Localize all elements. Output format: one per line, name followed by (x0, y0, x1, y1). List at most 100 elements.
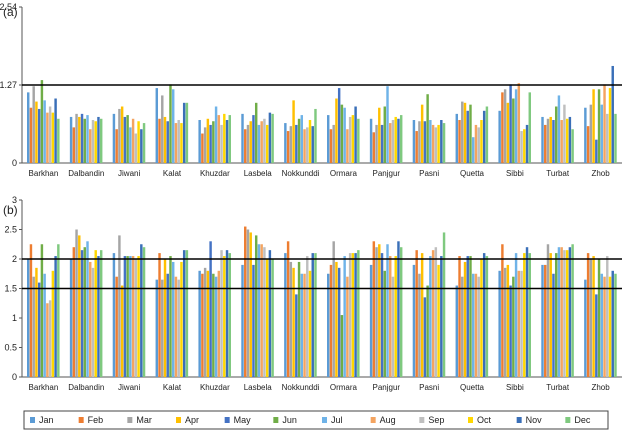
bar-lasbela-mar (246, 124, 250, 163)
bar-nokkunddi-apr (292, 267, 295, 377)
bar-sibbi-aug (517, 83, 521, 163)
bar-sibbi-jul (514, 253, 518, 377)
bar-zhob-jan (584, 107, 587, 163)
bar-panjgur-mar (375, 124, 378, 163)
category-label: Kalat (163, 383, 182, 392)
bar-lasbela-may (252, 115, 255, 163)
bar-khuzdar-jan (198, 120, 201, 163)
bar-barkhan-may (37, 108, 41, 163)
bar-lasbela-apr (249, 121, 252, 163)
bar-zhob-sep (606, 256, 609, 377)
bar-zhob-nov (611, 65, 614, 163)
bar-barkhan-jun (40, 244, 44, 377)
bar-turbat-jan (541, 116, 544, 163)
bar-quetta-oct (480, 120, 483, 163)
bar-turbat-sep (563, 104, 566, 163)
bar-lasbela-feb (244, 226, 247, 377)
bar-ormara-may (337, 267, 341, 377)
bar-ormara-jul (343, 107, 346, 163)
bar-pasni-oct (437, 264, 440, 377)
bar-sibbi-may (509, 285, 512, 377)
bar-pasni-dec (442, 232, 446, 377)
legend-label-nov: Nov (526, 415, 543, 425)
bar-pasni-jan (412, 120, 416, 163)
bar-nokkunddi-nov (311, 253, 314, 377)
bar-lasbela-sep (263, 247, 266, 377)
bar-jiwani-mar (118, 108, 121, 163)
bar-panjgur-jul (386, 244, 389, 377)
bar-nokkunddi-jun (297, 261, 301, 377)
bar-zhob-may (595, 139, 598, 163)
bar-barkhan-sep (48, 300, 52, 377)
bar-panjgur-aug (389, 123, 392, 163)
bar-turbat-jan (541, 264, 544, 377)
bar-dalbandin-may (80, 113, 84, 163)
bar-pasni-sep (434, 247, 438, 377)
bar-nokkunddi-oct (308, 120, 312, 163)
bar-pasni-oct (437, 124, 440, 163)
bar-lasbela-jun (254, 102, 258, 163)
bar-pasni-may (423, 121, 427, 163)
category-label: Kalat (163, 169, 182, 178)
bar-nokkunddi-jun (297, 118, 301, 163)
bar-pasni-nov (440, 256, 443, 377)
bar-zhob-jul (600, 273, 604, 377)
category-label: Nokkunddi (282, 383, 320, 392)
bar-quetta-dec (485, 256, 489, 377)
bar-pasni-nov (440, 120, 443, 163)
bar-quetta-jan (455, 113, 459, 163)
bar-sibbi-sep (520, 131, 523, 163)
bar-turbat-sep (563, 250, 566, 377)
category-label: Jiwani (118, 383, 140, 392)
bar-barkhan-nov (54, 256, 57, 377)
bar-lasbela-oct (265, 124, 269, 163)
legend-swatch-sep (419, 417, 425, 423)
y-tick-label: 2.54 (0, 2, 17, 12)
legend-box (23, 410, 609, 430)
bar-khuzdar-jun (212, 121, 215, 163)
bar-turbat-oct (565, 250, 569, 377)
bar-jiwani-may (123, 256, 127, 377)
bar-turbat-jun (554, 106, 558, 163)
bar-pasni-aug (431, 124, 435, 163)
bar-quetta-nov (482, 110, 486, 163)
bar-jiwani-sep (134, 133, 138, 163)
legend-swatch-may (224, 417, 230, 423)
bar-khuzdar-mar (203, 267, 207, 377)
bar-ormara-apr (335, 261, 338, 377)
bar-pasni-aug (431, 250, 435, 377)
bar-sibbi-dec (528, 92, 531, 163)
bar-ormara-dec (357, 250, 360, 377)
legend-label-feb: Feb (88, 415, 104, 425)
legend-label-jan: Jan (39, 415, 54, 425)
bar-quetta-jan (455, 285, 459, 377)
legend-swatch-mar (127, 417, 133, 423)
bar-quetta-mar (461, 276, 464, 377)
bar-jiwani-oct (137, 256, 140, 377)
bar-nokkunddi-jul (300, 115, 304, 163)
bar-panjgur-nov (397, 241, 400, 377)
bar-turbat-apr (549, 116, 552, 163)
bar-lasbela-nov (268, 250, 272, 377)
bar-dalbandin-feb (72, 247, 76, 377)
bar-kalat-oct (180, 261, 183, 377)
category-label: Khuzdar (200, 383, 230, 392)
bar-turbat-may (552, 273, 555, 377)
bar-zhob-oct (608, 88, 612, 163)
bar-ormara-nov (354, 106, 357, 163)
bar-khuzdar-jun (212, 273, 215, 377)
bar-jiwani-aug (131, 118, 135, 163)
legend-label-may: May (234, 415, 252, 425)
bar-kalat-nov (182, 102, 186, 163)
category-label: Lasbela (244, 383, 273, 392)
legend-swatch-apr (176, 417, 181, 423)
bar-barkhan-jul (43, 100, 46, 163)
bar-zhob-apr (592, 89, 595, 163)
bar-barkhan-aug (46, 112, 49, 163)
category-label: Sibbi (506, 383, 524, 392)
bar-panjgur-dec (399, 247, 403, 377)
category-label: Barkhan (29, 383, 59, 392)
bar-zhob-oct (608, 276, 612, 377)
bar-quetta-jun (469, 104, 472, 163)
